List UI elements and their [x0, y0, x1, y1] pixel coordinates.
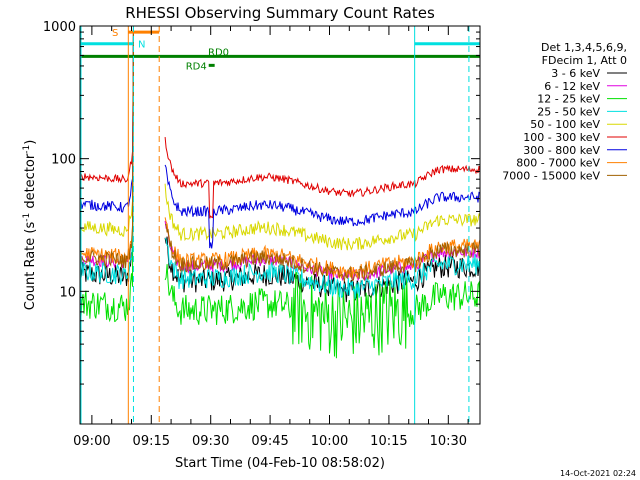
x-tick-label: 09:30 — [192, 434, 229, 449]
x-tick-label: 10:30 — [430, 434, 467, 449]
series-line — [79, 25, 134, 323]
series-layer — [79, 25, 481, 359]
series-line — [79, 25, 134, 237]
series-line — [79, 25, 134, 184]
flag-label: RD0 — [208, 47, 229, 58]
series-line — [164, 137, 481, 219]
x-tick-label: 10:00 — [311, 434, 348, 449]
x-tick-label: 09:45 — [251, 434, 288, 449]
chart-title: RHESSI Observing Summary Count Rates — [125, 4, 435, 22]
y-axis-label-sup1: -1 — [22, 213, 32, 222]
flag-label: N — [138, 40, 145, 51]
legend-entry-label: 12 - 25 keV — [537, 93, 600, 106]
vertical-lines — [80, 26, 470, 424]
flag-label: RD4 — [186, 61, 207, 72]
x-tick-label: 09:15 — [133, 434, 170, 449]
x-tick-label: 09:00 — [73, 434, 110, 449]
series-line — [164, 237, 481, 299]
axes: 10 100 1000 09:00 09:15 09:30 09:45 10:00 10:15 1… — [43, 20, 480, 449]
series-line — [79, 25, 134, 285]
legend-entry-label: 50 - 100 keV — [530, 118, 600, 131]
series-line — [164, 264, 481, 359]
legend-entry-label: 100 - 300 keV — [523, 131, 600, 144]
legend-entry-label: 3 - 6 keV — [551, 67, 600, 80]
series-line — [79, 25, 134, 213]
y-axis-label-part1: Count Rate (s — [23, 222, 38, 311]
generation-timestamp: 14-Oct-2021 02:24 — [560, 469, 636, 478]
plot-frame — [79, 25, 481, 425]
series-line — [164, 223, 481, 282]
series-line — [164, 183, 481, 251]
legend: Det 1,3,4,5,6,9,FDecim 1, Att 03 - 6 keV… — [502, 41, 627, 182]
series-line — [164, 164, 481, 249]
y-tick-label: 1000 — [43, 20, 76, 35]
series-line — [79, 25, 134, 269]
legend-entry-label: 7000 - 15000 keV — [502, 169, 600, 182]
legend-entry-label: 300 - 800 keV — [523, 144, 600, 157]
legend-header: Det 1,3,4,5,6,9, — [541, 41, 627, 54]
flag-label: S — [112, 28, 118, 39]
x-axis-label: Start Time (04-Feb-10 08:58:02) — [175, 456, 385, 471]
y-axis-label-part2: detector — [23, 153, 38, 213]
legend-header: FDecim 1, Att 0 — [542, 54, 627, 67]
legend-entry-label: 800 - 7000 keV — [516, 157, 600, 170]
y-tick-label: 10 — [59, 285, 76, 300]
x-tick-label: 10:15 — [370, 434, 407, 449]
y-tick-label: 100 — [51, 153, 76, 168]
y-axis-label-sup2: -1 — [22, 145, 32, 154]
legend-entry-label: 25 - 50 keV — [537, 105, 600, 118]
y-axis-label: Count Rate (s-1 detector-1) — [22, 140, 38, 311]
legend-entry-label: 6 - 12 keV — [544, 80, 600, 93]
y-axis-label-part3: ) — [23, 140, 38, 145]
